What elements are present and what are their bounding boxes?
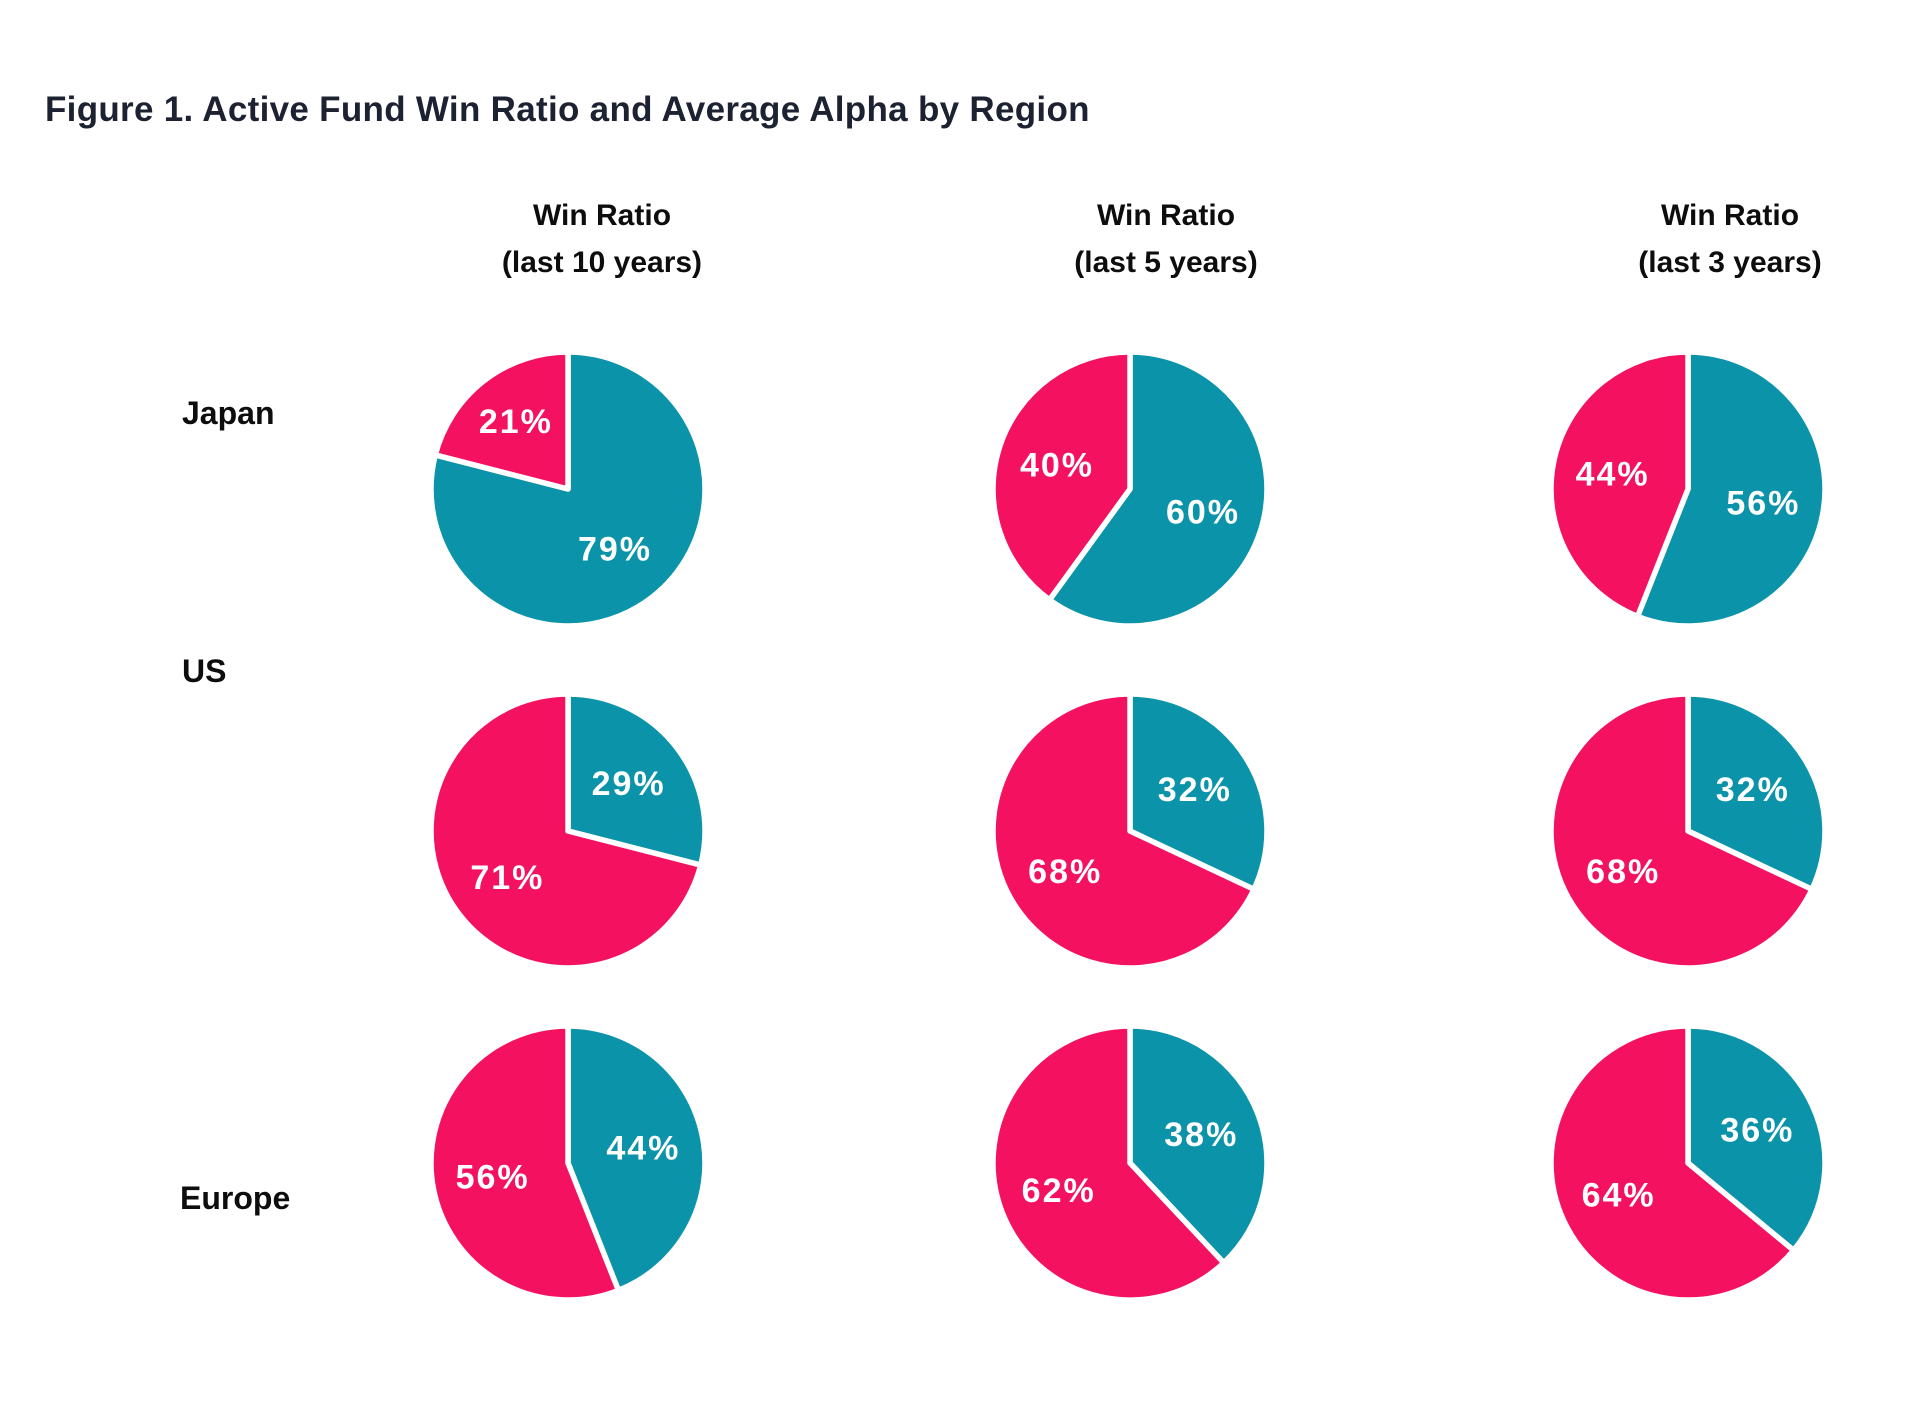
teal-slice-label-europe-last-5-years: 38% <box>1164 1116 1238 1154</box>
pink-slice-label-europe-last-10-years: 56% <box>456 1158 530 1196</box>
row-label-europe: Europe <box>180 1180 291 1216</box>
teal-slice-label-us-last-10-years: 29% <box>592 765 666 803</box>
teal-slice-us-last-10-years <box>565 691 708 868</box>
teal-slice-label-japan-last-5-years: 60% <box>1166 494 1240 532</box>
pink-slice-label-japan-last-3-years: 44% <box>1576 456 1650 494</box>
pie-chart-us-last-5-years: 32% 68% <box>990 691 1270 971</box>
teal-slice-label-europe-last-10-years: 44% <box>606 1130 680 1168</box>
pink-slice-europe-last-3-years <box>1548 1023 1797 1303</box>
pie-chart-us-last-3-years: 32% 68% <box>1548 691 1828 971</box>
pink-slice-us-last-10-years <box>428 691 704 971</box>
column-header-line2: (last 5 years) <box>1074 246 1258 279</box>
pie-chart-europe-last-3-years: 36% 64% <box>1548 1023 1828 1303</box>
teal-slice-europe-last-3-years <box>1685 1023 1828 1254</box>
pink-slice-japan-last-10-years <box>432 349 571 492</box>
column-header-line2: (last 3 years) <box>1638 246 1822 279</box>
column-header-line1: Win Ratio <box>1096 199 1236 232</box>
column-header-line1: Win Ratio <box>532 199 672 232</box>
column-header-2: Win Ratio (last 5 years) <box>956 192 1376 286</box>
pink-slice-label-us-last-5-years: 68% <box>1028 853 1102 891</box>
pie-chart-japan-last-10-years: 79% 21% <box>428 349 708 629</box>
pie-chart-europe-last-10-years: 44% 56% <box>428 1023 708 1303</box>
figure-title: Figure 1. Active Fund Win Ratio and Aver… <box>45 90 1090 129</box>
pink-slice-label-japan-last-10-years: 21% <box>479 403 553 441</box>
column-header-3: Win Ratio (last 3 years) <box>1520 192 1920 286</box>
pie-chart-europe-last-5-years: 38% 62% <box>990 1023 1270 1303</box>
pink-slice-label-japan-last-5-years: 40% <box>1020 446 1094 484</box>
pink-slice-japan-last-5-years <box>990 349 1133 603</box>
teal-slice-us-last-3-years <box>1685 691 1828 893</box>
teal-slice-label-us-last-5-years: 32% <box>1158 771 1232 809</box>
teal-slice-japan-last-5-years <box>1046 349 1270 629</box>
teal-slice-label-europe-last-3-years: 36% <box>1720 1111 1794 1149</box>
row-label-us: US <box>182 653 227 689</box>
teal-slice-label-us-last-3-years: 32% <box>1716 771 1790 809</box>
teal-slice-label-japan-last-3-years: 56% <box>1726 484 1800 522</box>
column-header-1: Win Ratio (last 10 years) <box>392 192 812 286</box>
pink-slice-label-us-last-3-years: 68% <box>1586 853 1660 891</box>
pink-slice-label-us-last-10-years: 71% <box>470 859 544 897</box>
teal-slice-europe-last-10-years <box>565 1023 708 1294</box>
pink-slice-europe-last-10-years <box>428 1023 622 1303</box>
pink-slice-japan-last-3-years <box>1548 349 1691 620</box>
column-header-line1: Win Ratio <box>1660 199 1800 232</box>
pink-slice-us-last-3-years <box>1548 691 1815 971</box>
pie-chart-japan-last-3-years: 56% 44% <box>1548 349 1828 629</box>
row-label-japan: Japan <box>182 395 275 431</box>
teal-slice-label-japan-last-10-years: 79% <box>578 531 652 569</box>
pink-slice-europe-last-5-years <box>990 1023 1227 1303</box>
column-header-line2: (last 10 years) <box>501 246 703 279</box>
teal-slice-japan-last-3-years <box>1634 349 1828 629</box>
pink-slice-us-last-5-years <box>990 691 1257 971</box>
pink-slice-label-europe-last-5-years: 62% <box>1022 1172 1096 1210</box>
pink-slice-label-europe-last-3-years: 64% <box>1582 1177 1656 1215</box>
pie-chart-us-last-10-years: 29% 71% <box>428 691 708 971</box>
pie-chart-japan-last-5-years: 60% 40% <box>990 349 1270 629</box>
teal-slice-europe-last-5-years <box>1127 1023 1270 1266</box>
teal-slice-us-last-5-years <box>1127 691 1270 893</box>
